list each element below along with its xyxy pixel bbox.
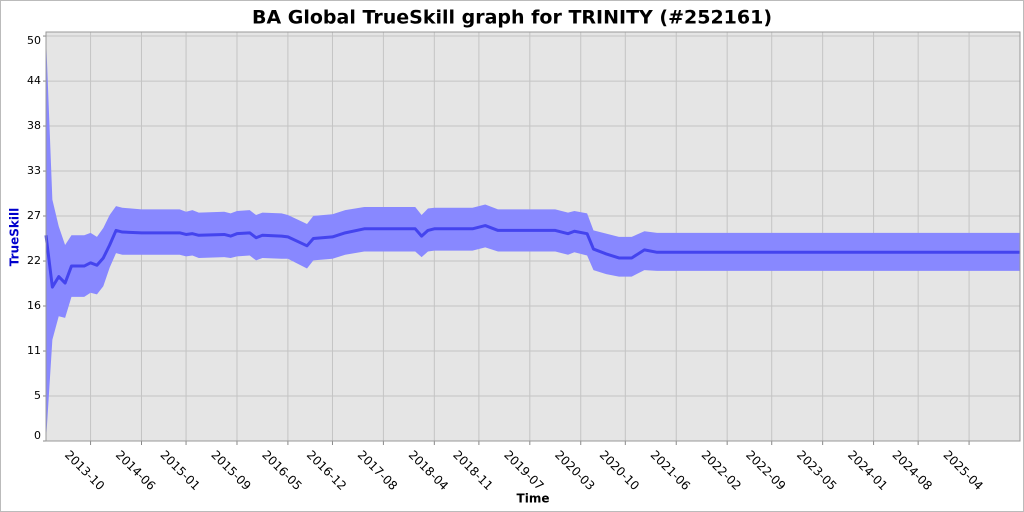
y-tick-label: 22	[27, 254, 41, 267]
y-tick-label: 0	[34, 429, 41, 442]
chart-title: BA Global TrueSkill graph for TRINITY (#…	[252, 7, 772, 29]
y-tick-label: 50	[27, 34, 41, 47]
uncertainty-band	[46, 36, 1020, 442]
y-tick-label: 5	[34, 389, 41, 402]
y-tick-label: 44	[27, 74, 41, 87]
y-tick-label: 11	[27, 344, 41, 357]
plot-border	[45, 31, 1021, 442]
y-tick-label: 33	[27, 164, 41, 177]
y-tick-label: 16	[27, 299, 41, 312]
y-tick-label: 38	[27, 119, 41, 132]
x-axis-title: Time	[517, 492, 550, 506]
trueskill-line	[44, 224, 1020, 289]
y-axis-title: TrueSkill	[8, 208, 22, 266]
y-tick-label: 27	[27, 209, 41, 222]
